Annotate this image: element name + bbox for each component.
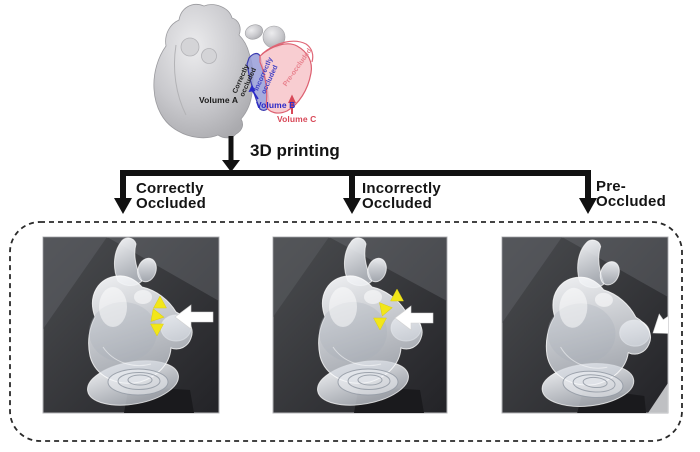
volume-c-label: Volume C <box>277 114 317 124</box>
dashed-panel-border <box>9 221 683 442</box>
volume-b-label: Volume B <box>256 100 296 110</box>
volume-a-label: Volume A <box>199 95 239 105</box>
photo-incorrectly-occluded <box>272 236 448 414</box>
photo-pre-occluded <box>501 236 669 414</box>
branch-arrow-correctly <box>114 170 132 214</box>
branch-label-pre-occluded: Pre- Occluded <box>596 178 666 210</box>
branch-connector <box>120 170 591 176</box>
arrow-3d-printing <box>222 136 240 172</box>
branch-arrow-pre <box>579 170 597 214</box>
volume-c-pointer-arrow <box>288 94 296 114</box>
process-label-3d-printing: 3D printing <box>250 141 340 160</box>
volume-b-pointer-arrow <box>248 84 259 100</box>
overlay-pre-occluded <box>259 40 314 114</box>
branch-label-correctly-occluded: Correctly Occluded <box>136 180 206 212</box>
heart-model-3d <box>153 3 286 139</box>
branch-arrow-incorrectly <box>343 176 361 214</box>
branch-label-incorrectly-occluded: Incorrectly Occluded <box>362 180 441 212</box>
photo-correctly-occluded <box>42 236 220 414</box>
